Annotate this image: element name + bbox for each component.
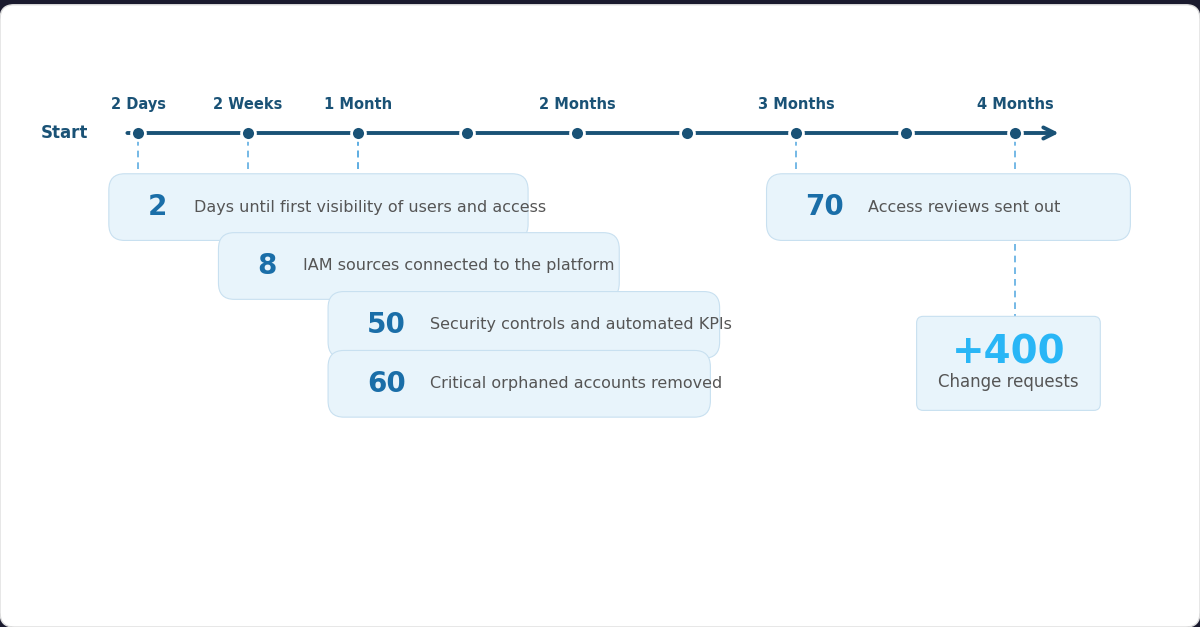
FancyBboxPatch shape: [767, 174, 1130, 240]
FancyBboxPatch shape: [917, 317, 1100, 411]
Text: Change requests: Change requests: [938, 373, 1079, 391]
Text: Days until first visibility of users and access: Days until first visibility of users and…: [194, 199, 546, 214]
FancyBboxPatch shape: [328, 350, 710, 417]
FancyBboxPatch shape: [109, 174, 528, 240]
Text: IAM sources connected to the platform: IAM sources connected to the platform: [304, 258, 614, 273]
Text: 70: 70: [805, 193, 844, 221]
FancyBboxPatch shape: [0, 5, 1200, 627]
Text: 50: 50: [367, 311, 406, 339]
Text: Security controls and automated KPIs: Security controls and automated KPIs: [430, 317, 732, 332]
Text: 2 Weeks: 2 Weeks: [214, 97, 283, 112]
Text: 3 Months: 3 Months: [757, 97, 834, 112]
Text: 8: 8: [257, 252, 277, 280]
Text: 2 Months: 2 Months: [539, 97, 616, 112]
Text: 4 Months: 4 Months: [977, 97, 1054, 112]
Text: Access reviews sent out: Access reviews sent out: [868, 199, 1061, 214]
Text: 2: 2: [148, 193, 167, 221]
Text: 1 Month: 1 Month: [324, 97, 391, 112]
Text: Start: Start: [41, 124, 88, 142]
Text: 2 Days: 2 Days: [110, 97, 166, 112]
Text: +400: +400: [952, 334, 1066, 372]
Text: 60: 60: [367, 370, 406, 398]
Text: Critical orphaned accounts removed: Critical orphaned accounts removed: [430, 376, 722, 391]
FancyBboxPatch shape: [328, 292, 720, 358]
FancyBboxPatch shape: [218, 233, 619, 299]
